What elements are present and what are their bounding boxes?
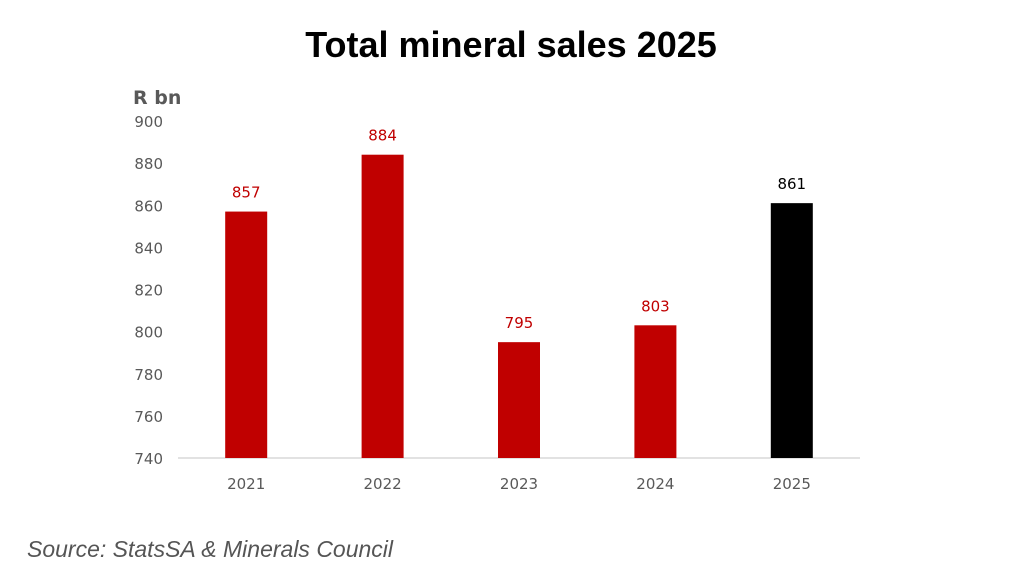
bar-2023	[498, 342, 540, 458]
x-tick-label: 2021	[227, 475, 265, 493]
y-tick-label: 740	[134, 450, 163, 468]
bar-2024	[634, 325, 677, 458]
y-tick-label: 800	[134, 324, 163, 342]
x-tick-label: 2023	[500, 475, 538, 493]
y-tick-label: 760	[134, 408, 163, 426]
y-tick-label: 780	[134, 366, 163, 384]
y-tick-label: 820	[134, 282, 163, 300]
y-tick-label: 860	[134, 197, 163, 215]
y-axis-label: R bn	[133, 87, 181, 109]
source-note: Source: StatsSA & Minerals Council	[27, 536, 394, 562]
x-tick-label: 2022	[364, 475, 402, 493]
data-label-2023: 795	[505, 314, 534, 332]
bar-2025	[770, 203, 813, 458]
bar-2021	[225, 211, 268, 458]
chart-title: Total mineral sales 2025	[305, 24, 717, 65]
y-tick-label: 880	[134, 155, 163, 173]
y-tick-label: 840	[134, 239, 163, 257]
y-tick-label: 900	[134, 113, 163, 131]
data-label-2021: 857	[232, 184, 261, 202]
data-label-2025: 861	[777, 175, 806, 193]
x-tick-label: 2025	[773, 475, 811, 493]
data-label-2024: 803	[641, 297, 670, 315]
data-label-2022: 884	[368, 127, 397, 145]
x-tick-label: 2024	[636, 475, 674, 493]
bar-2022	[361, 154, 404, 458]
